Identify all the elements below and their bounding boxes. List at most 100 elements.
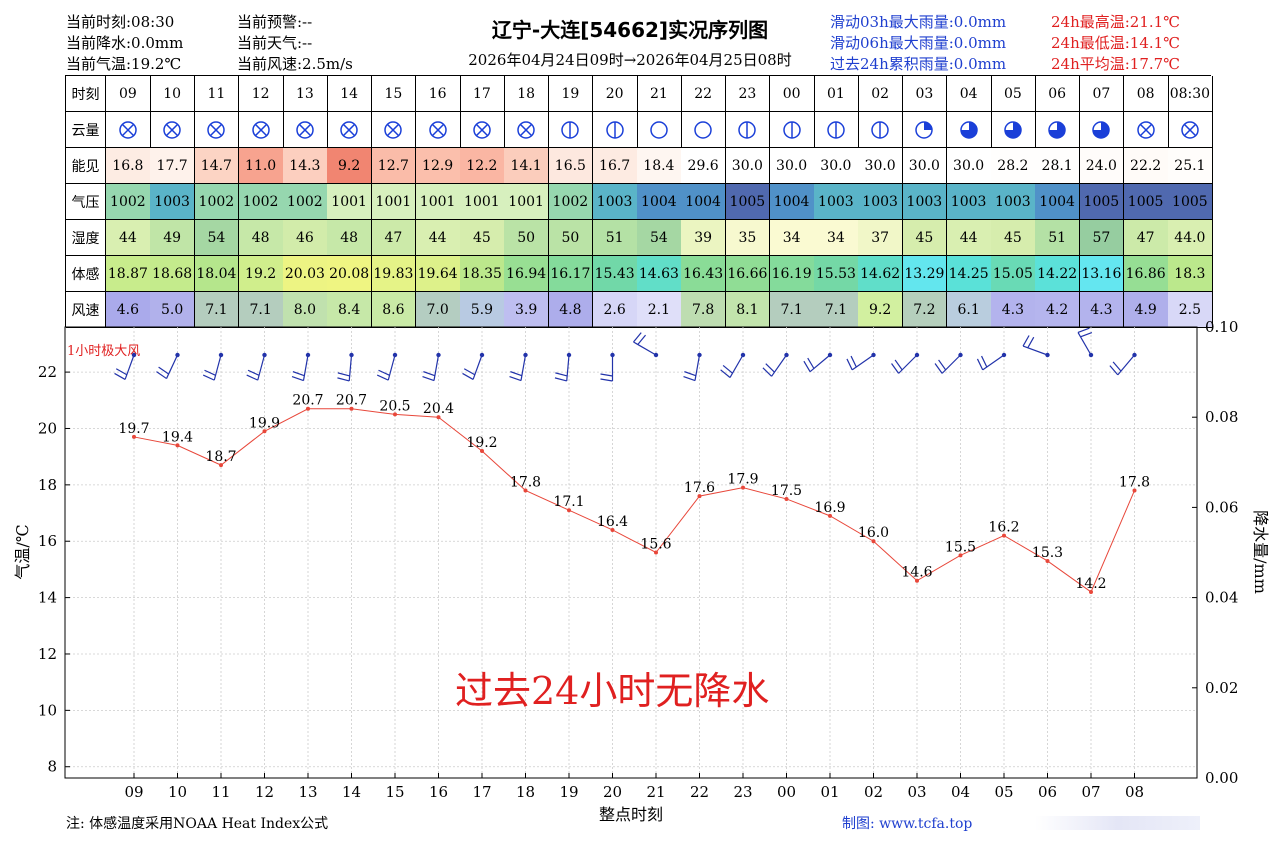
x-tick-label: 12: [255, 783, 274, 801]
cloud-cell: [592, 112, 638, 148]
wind-barb-staff: [771, 354, 787, 377]
humidity-cell: 45: [902, 220, 948, 256]
x-tick-label: 17: [472, 783, 491, 801]
cloud-cover-icon: [119, 120, 137, 139]
temperature-point: [871, 539, 876, 544]
cloud-cell: [415, 112, 461, 148]
humidity-cell: 47: [371, 220, 417, 256]
wind-barb-flag: [894, 359, 903, 371]
visibility-cell: 9.2: [327, 148, 372, 184]
temperature-point: [1045, 558, 1050, 563]
cloud-cell: [106, 112, 151, 148]
feels-like-cell: 20.03: [283, 256, 328, 292]
cloud-cell: [150, 112, 195, 148]
cloud-cell: [238, 112, 284, 148]
feels-like-cell: 16.94: [504, 256, 549, 292]
humidity-cell: 44.0: [1168, 220, 1213, 256]
wind-barb-flag: [337, 372, 350, 377]
temperature-data-label: 16.9: [814, 500, 845, 516]
hour-cell: 05: [991, 76, 1036, 112]
row-label-hour: 时刻: [66, 76, 106, 112]
wind-barb-flag: [807, 357, 815, 369]
temperature-point: [1002, 533, 1006, 538]
cloud-cover-icon: [428, 120, 447, 139]
y-tick-label: 10: [38, 701, 57, 719]
wind-barb-flag: [462, 372, 474, 380]
y2-tick-label: 0.00: [1205, 769, 1238, 787]
wind-barb-staff: [809, 354, 831, 373]
y-tick-label: 14: [38, 589, 57, 607]
visibility-cell: 30.0: [725, 148, 771, 184]
feels-like-cell: 15.53: [814, 256, 859, 292]
humidity-cell: 57: [1079, 220, 1125, 256]
temperature-point: [610, 527, 615, 532]
feels-like-cell: 18.04: [194, 256, 240, 292]
temperature-data-label: 16.4: [597, 514, 628, 530]
wind-speed-cell: 8.6: [371, 292, 417, 328]
cloud-cover-icon: [561, 120, 580, 139]
x-tick-label: 19: [559, 783, 578, 801]
wind-barb-staff: [982, 354, 1005, 371]
wind-barb-flag: [803, 360, 811, 373]
x-tick-label: 14: [342, 783, 361, 801]
pressure-cell: 1003: [946, 184, 992, 220]
credit-link[interactable]: 制图: www.tcfa.top: [842, 816, 973, 832]
wind-barb-icon: [891, 352, 920, 374]
hour-cell: 08:30: [1168, 76, 1213, 112]
humidity-cell: 46: [283, 220, 328, 256]
wind-speed-cell: 4.8: [548, 292, 594, 328]
x-tick-label: 13: [298, 783, 317, 801]
wind-barb-icon: [720, 352, 746, 378]
cloud-cell: [327, 112, 372, 148]
pressure-cell: 1003: [150, 184, 195, 220]
wind-speed-cell: 7.1: [194, 292, 240, 328]
x-tick-label: 06: [1038, 783, 1057, 801]
cloud-cell: [946, 112, 992, 148]
row-label-feels-like: 体感: [66, 256, 106, 292]
feels-like-cell: 18.87: [106, 256, 151, 292]
cloud-cover-icon: [782, 120, 801, 139]
visibility-cell: 22.2: [1123, 148, 1169, 184]
cloud-cell: [1079, 112, 1125, 148]
hour-cell: 10: [150, 76, 195, 112]
visibility-cell: 12.2: [460, 148, 505, 184]
wind-barb-icon: [803, 352, 833, 373]
visibility-cell: 30.0: [902, 148, 948, 184]
x-tick-label: 22: [690, 783, 709, 801]
wind-speed-cell: 5.9: [460, 292, 505, 328]
wind-barb-staff: [213, 354, 222, 381]
temp-24h-avg: 24h平均温:17.7℃: [1051, 55, 1180, 73]
temperature-point: [393, 412, 397, 417]
temperature-point: [567, 508, 571, 513]
visibility-cell: 16.8: [106, 148, 151, 184]
wind-barb-icon: [976, 352, 1007, 371]
feels-like-cell: 15.43: [592, 256, 638, 292]
cloud-cell: [371, 112, 417, 148]
temperature-point: [741, 485, 745, 490]
wind-barb-flag: [600, 378, 613, 382]
current-weather: 当前天气:--: [237, 34, 313, 52]
x-tick-label: 07: [1081, 783, 1100, 801]
cloud-cell: [1035, 112, 1080, 148]
humidity-cell: 50: [548, 220, 594, 256]
current-time: 当前时刻:08:30: [66, 13, 175, 31]
wind-barb-icon: [291, 352, 311, 382]
feels-like-cell: 16.43: [681, 256, 726, 292]
pressure-cell: 1002: [106, 184, 151, 220]
visibility-cell: 12.7: [371, 148, 417, 184]
wind-barb-flag: [292, 371, 305, 377]
wind-barb-icon: [376, 352, 398, 381]
pressure-cell: 1003: [858, 184, 903, 220]
wind-barb-flag: [1080, 331, 1093, 338]
feels-like-cell: 19.83: [371, 256, 417, 292]
y-tick-label: 22: [38, 363, 57, 381]
wind-barb-flag: [765, 363, 775, 373]
humidity-cell: 47: [1123, 220, 1169, 256]
x-tick-label: 00: [777, 783, 796, 801]
temp-24h-max: 24h最高温:21.1℃: [1051, 13, 1180, 31]
temperature-data-label: 15.6: [640, 537, 671, 553]
x-tick-label: 04: [951, 783, 970, 801]
hour-cell: 04: [946, 76, 992, 112]
hour-cell: 01: [814, 76, 859, 112]
hour-cell: 07: [1079, 76, 1125, 112]
